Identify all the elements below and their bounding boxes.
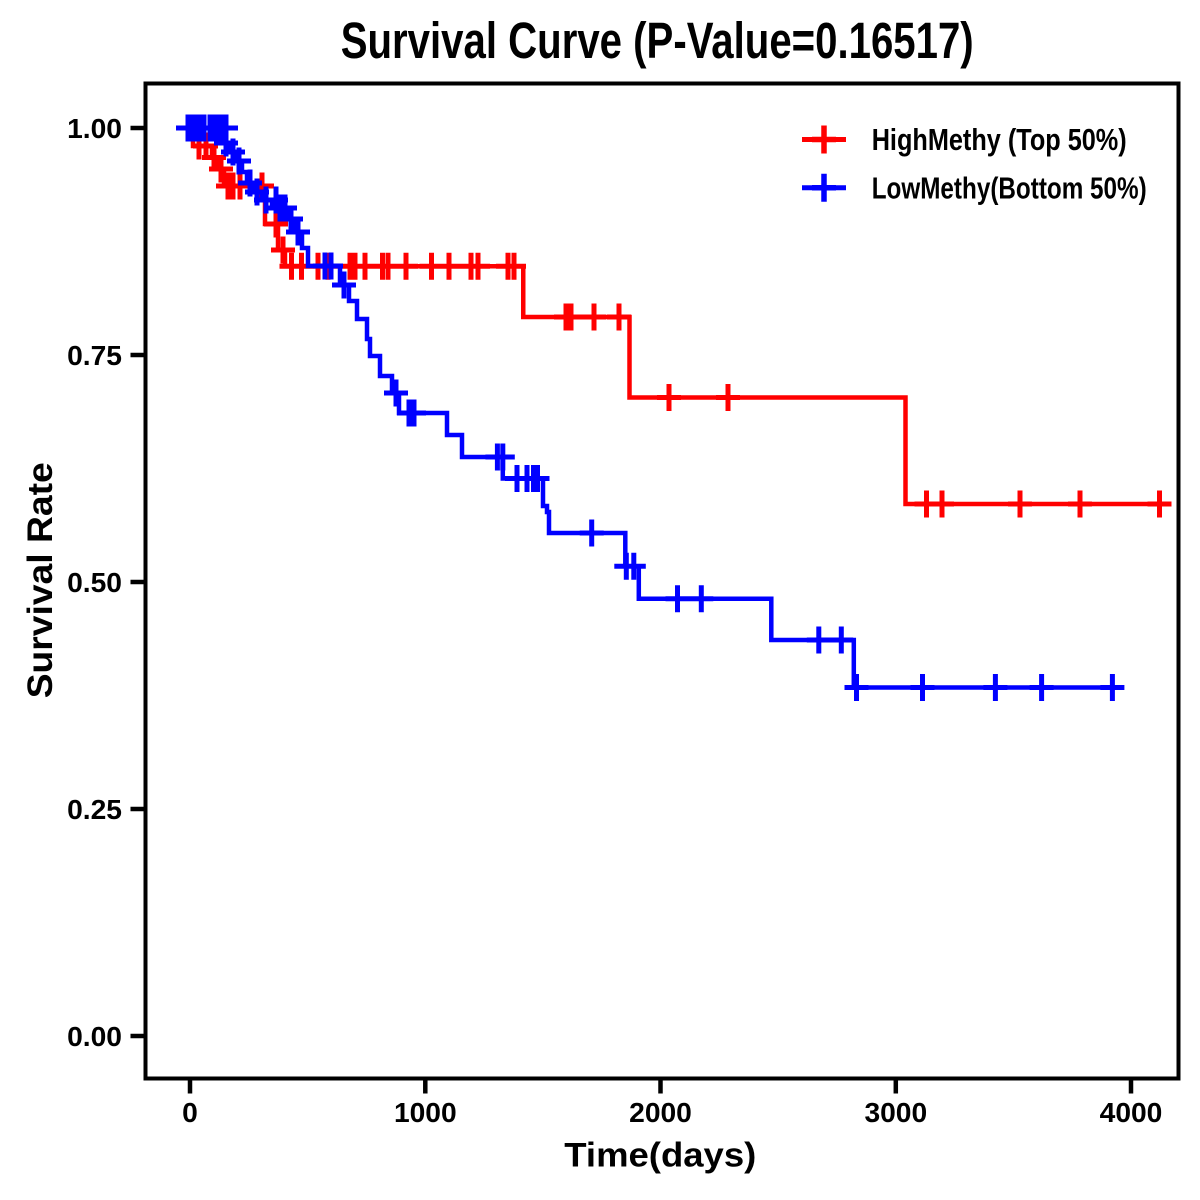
svg-text:0.50: 0.50 xyxy=(67,566,122,598)
svg-text:Survival Rate: Survival Rate xyxy=(20,462,60,698)
svg-text:3000: 3000 xyxy=(864,1096,927,1128)
svg-text:0.75: 0.75 xyxy=(67,339,122,371)
svg-text:LowMethy(Bottom 50%): LowMethy(Bottom 50%) xyxy=(872,173,1147,206)
svg-text:0.25: 0.25 xyxy=(67,793,122,825)
svg-text:HighMethy (Top 50%): HighMethy (Top 50%) xyxy=(872,124,1127,157)
svg-text:2000: 2000 xyxy=(629,1096,692,1128)
svg-text:Survival Curve (P-Value=0.1651: Survival Curve (P-Value=0.16517) xyxy=(341,12,974,69)
svg-text:4000: 4000 xyxy=(1100,1096,1163,1128)
svg-text:Time(days): Time(days) xyxy=(564,1137,756,1175)
svg-text:1000: 1000 xyxy=(394,1096,457,1128)
svg-text:0: 0 xyxy=(182,1096,198,1128)
svg-text:1.00: 1.00 xyxy=(67,112,122,144)
svg-text:0.00: 0.00 xyxy=(67,1020,122,1052)
